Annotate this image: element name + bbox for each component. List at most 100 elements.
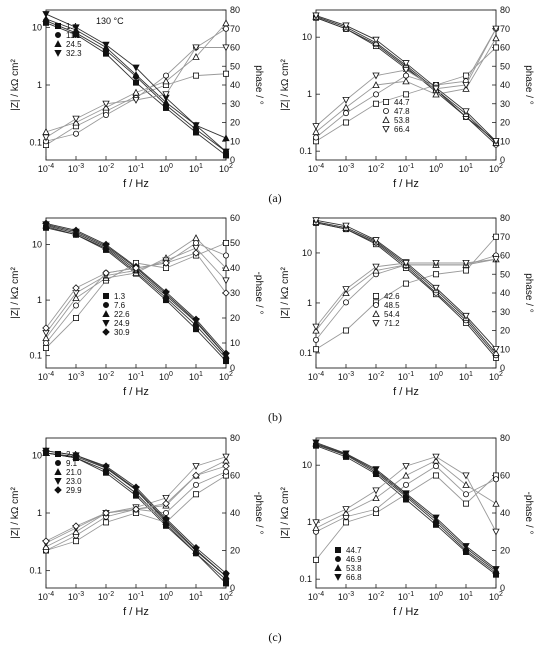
legend-label: 46.9	[346, 555, 362, 564]
x-axis-label: f / Hz	[393, 178, 419, 190]
x-tick-label: 101	[189, 163, 203, 174]
phase-point	[342, 103, 350, 111]
impedance-point	[102, 462, 110, 470]
impedance-point	[492, 566, 500, 573]
phase-tick-label: 40	[500, 508, 510, 518]
legend-label: 24.9	[114, 319, 130, 328]
impedance-point	[372, 466, 380, 474]
legend-label: 1.3	[114, 292, 126, 301]
impedance-point	[192, 543, 200, 552]
impedance-point	[222, 569, 230, 578]
series-53.8	[312, 439, 500, 574]
phase-point	[192, 244, 200, 252]
phase-axis-label: -phase / °	[253, 272, 264, 315]
x-tick-label: 10-3	[338, 591, 354, 602]
phase-point	[43, 344, 50, 351]
phase-tick-label: 60	[500, 43, 510, 53]
phase-tick-label: 10	[230, 338, 240, 348]
phase-point	[73, 314, 80, 321]
phase-point	[492, 528, 500, 536]
phase-point	[42, 128, 50, 135]
impedance-point	[162, 514, 170, 523]
phase-tick-label: 0	[230, 583, 235, 593]
impedance-point	[312, 217, 320, 225]
phase-tick-label: 0	[230, 155, 235, 165]
series-71.2	[312, 217, 500, 353]
phase-tick-label: 80	[500, 5, 510, 15]
phase-point	[222, 264, 230, 272]
phase-point	[492, 44, 499, 51]
legend-label: 42.6	[384, 292, 400, 301]
phase-point	[162, 259, 170, 267]
series-24.9	[42, 221, 230, 360]
phase-point	[312, 336, 319, 343]
phase-fit-line	[315, 474, 497, 561]
legend-marker	[55, 459, 62, 466]
series-54.4	[312, 217, 500, 356]
phase-point	[402, 67, 410, 74]
phase-point	[222, 19, 230, 27]
x-tick-label: 100	[159, 163, 173, 174]
series-30.9	[42, 219, 230, 358]
y-tick-label: 10	[302, 460, 312, 470]
impedance-point	[132, 71, 140, 78]
legend-marker	[54, 486, 62, 494]
legend-marker	[372, 310, 380, 318]
phase-point	[432, 85, 440, 93]
legend-marker	[102, 328, 110, 336]
phase-tick-label: 30	[230, 288, 240, 298]
x-tick-label: 101	[189, 371, 203, 382]
phase-tick-label: 20	[500, 118, 510, 128]
phase-point	[162, 509, 169, 516]
phase-tick-label: 10	[230, 136, 240, 146]
impedance-point	[192, 122, 200, 130]
phase-tick-label: 60	[500, 471, 510, 481]
phase-point	[342, 519, 349, 526]
legend-marker	[382, 116, 390, 123]
phase-point	[102, 100, 110, 108]
x-tick-label: 10-2	[98, 371, 114, 382]
y-tick-label: 1	[307, 89, 312, 99]
y-tick-label: 1	[37, 80, 42, 90]
impedance-point	[492, 345, 500, 353]
phase-point	[342, 286, 350, 294]
phase-point	[162, 91, 170, 99]
phase-point	[462, 472, 470, 480]
phase-tick-label: 70	[500, 232, 510, 242]
phase-point	[312, 556, 319, 563]
x-tick-label: 10-4	[308, 591, 324, 602]
phase-point	[312, 323, 320, 331]
phase-point	[42, 334, 50, 342]
legend-marker	[102, 319, 110, 327]
impedance-point	[312, 12, 320, 20]
phase-point	[342, 327, 349, 334]
phase-point	[432, 259, 440, 267]
phase-point	[342, 110, 349, 117]
phase-point	[132, 88, 140, 96]
phase-point	[222, 277, 230, 285]
y-tick-label: 0.1	[299, 146, 312, 156]
y-tick-label: 10	[32, 450, 42, 460]
legend-label: 54.4	[384, 310, 400, 319]
phase-point	[42, 324, 50, 332]
x-tick-label: 100	[429, 371, 443, 382]
phase-point	[192, 72, 199, 79]
phase-point	[492, 499, 500, 507]
phase-point	[132, 264, 140, 272]
impedance-point	[402, 60, 410, 68]
caption-c: (c)	[268, 630, 282, 644]
legend-label: 1.4	[66, 22, 78, 31]
phase-point	[102, 269, 110, 277]
phase-point	[402, 463, 410, 470]
impedance-point	[492, 138, 500, 145]
impedance-point	[462, 543, 470, 550]
legend-marker	[102, 310, 110, 318]
impedance-point	[102, 41, 110, 49]
y-axis-label: |Z| / kΩ cm²	[280, 267, 291, 319]
y-axis-label: |Z| / kΩ cm²	[10, 267, 21, 319]
phase-axis-label: -phase / °	[523, 492, 534, 535]
phase-tick-label: 40	[500, 288, 510, 298]
phase-point	[72, 115, 80, 123]
